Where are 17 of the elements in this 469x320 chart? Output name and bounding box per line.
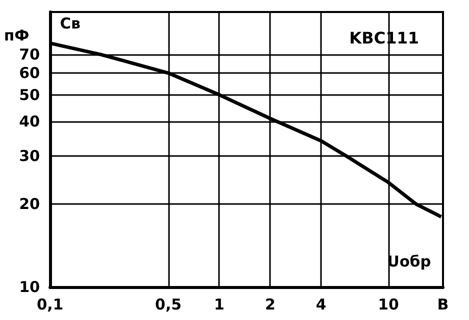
annotation: Св <box>60 14 81 32</box>
x-tick-label: 0,5 <box>155 296 182 314</box>
x-tick-label: 2 <box>264 296 276 314</box>
y-tick-label: 70 <box>19 46 40 64</box>
y-tick-label: 10 <box>19 278 40 296</box>
y-axis-title: пФ <box>4 26 30 44</box>
x-tick-label: 1 <box>214 296 224 314</box>
y-tick-label: 50 <box>19 86 40 104</box>
y-tick-label: 40 <box>19 112 40 130</box>
x-tick-label: 4 <box>316 296 326 314</box>
y-tick-label: 20 <box>19 195 40 214</box>
y-tick-label: 60 <box>19 64 40 82</box>
x-tick-label: 0,1 <box>36 296 64 314</box>
y-tick-label: 30 <box>19 146 40 165</box>
x-tick-label: В <box>437 296 449 314</box>
x-tick-label: 10 <box>378 296 399 314</box>
annotation: Uобр <box>387 252 432 270</box>
